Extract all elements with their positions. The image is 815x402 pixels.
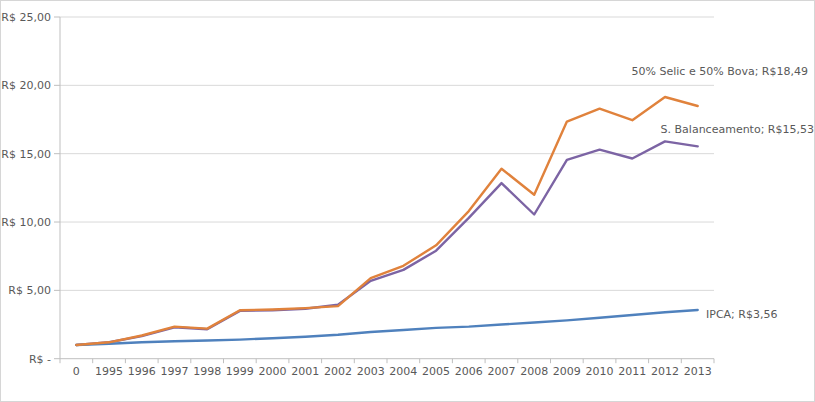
series-line-50-selic-e-50-bova [76, 97, 697, 345]
x-axis-tick-label: 1998 [193, 365, 221, 378]
x-axis-tick-label: 2000 [259, 365, 287, 378]
x-axis-tick-label: 0 [73, 365, 80, 378]
x-axis-tick-label: 2008 [520, 365, 548, 378]
y-axis-tick-label: R$ 25,00 [1, 11, 51, 24]
x-axis-tick-label: 2011 [618, 365, 646, 378]
y-axis-tick-label: R$ 10,00 [1, 216, 51, 229]
x-axis-tick-label: 2012 [651, 365, 679, 378]
series-line-s-balanceamento [76, 141, 697, 345]
x-axis-tick-label: 1995 [95, 365, 123, 378]
series-end-label-s-balanceamento: S. Balanceamento; R$15,53 [661, 123, 814, 136]
x-axis-tick-label: 2002 [324, 365, 352, 378]
x-axis-tick-label: 2010 [586, 365, 614, 378]
x-axis-tick-label: 2001 [291, 365, 319, 378]
x-axis-tick-label: 1999 [226, 365, 254, 378]
x-axis-tick-label: 1996 [128, 365, 156, 378]
x-axis-tick-label: 2007 [487, 365, 515, 378]
chart-container: R$ - R$ 5,00 R$ 10,00 R$ 15,00 R$ 20,00 R$ 25… [0, 0, 815, 402]
x-axis-tick-label: 2006 [455, 365, 483, 378]
y-axis-tick-label: R$ 5,00 [8, 284, 51, 297]
series-end-label-50-selic-e-50-bova: 50% Selic e 50% Bova; R$18,49 [632, 65, 808, 78]
x-axis-tick-label: 2004 [389, 365, 417, 378]
y-axis-tick-label: R$ 20,00 [1, 79, 51, 92]
series-end-label-ipca: IPCA; R$3,56 [706, 308, 777, 321]
x-axis-tick-label: 2005 [422, 365, 450, 378]
y-axis-tick-label: R$ - [29, 353, 51, 366]
y-axis-tick-label: R$ 15,00 [1, 148, 51, 161]
x-axis-tick-label: 1997 [160, 365, 188, 378]
line-chart: R$ - R$ 5,00 R$ 10,00 R$ 15,00 R$ 20,00 R$ 25… [1, 1, 815, 402]
x-axis-tick-label: 2009 [553, 365, 581, 378]
x-axis-tick-label: 2013 [684, 365, 712, 378]
x-axis-tick-label: 2003 [357, 365, 385, 378]
